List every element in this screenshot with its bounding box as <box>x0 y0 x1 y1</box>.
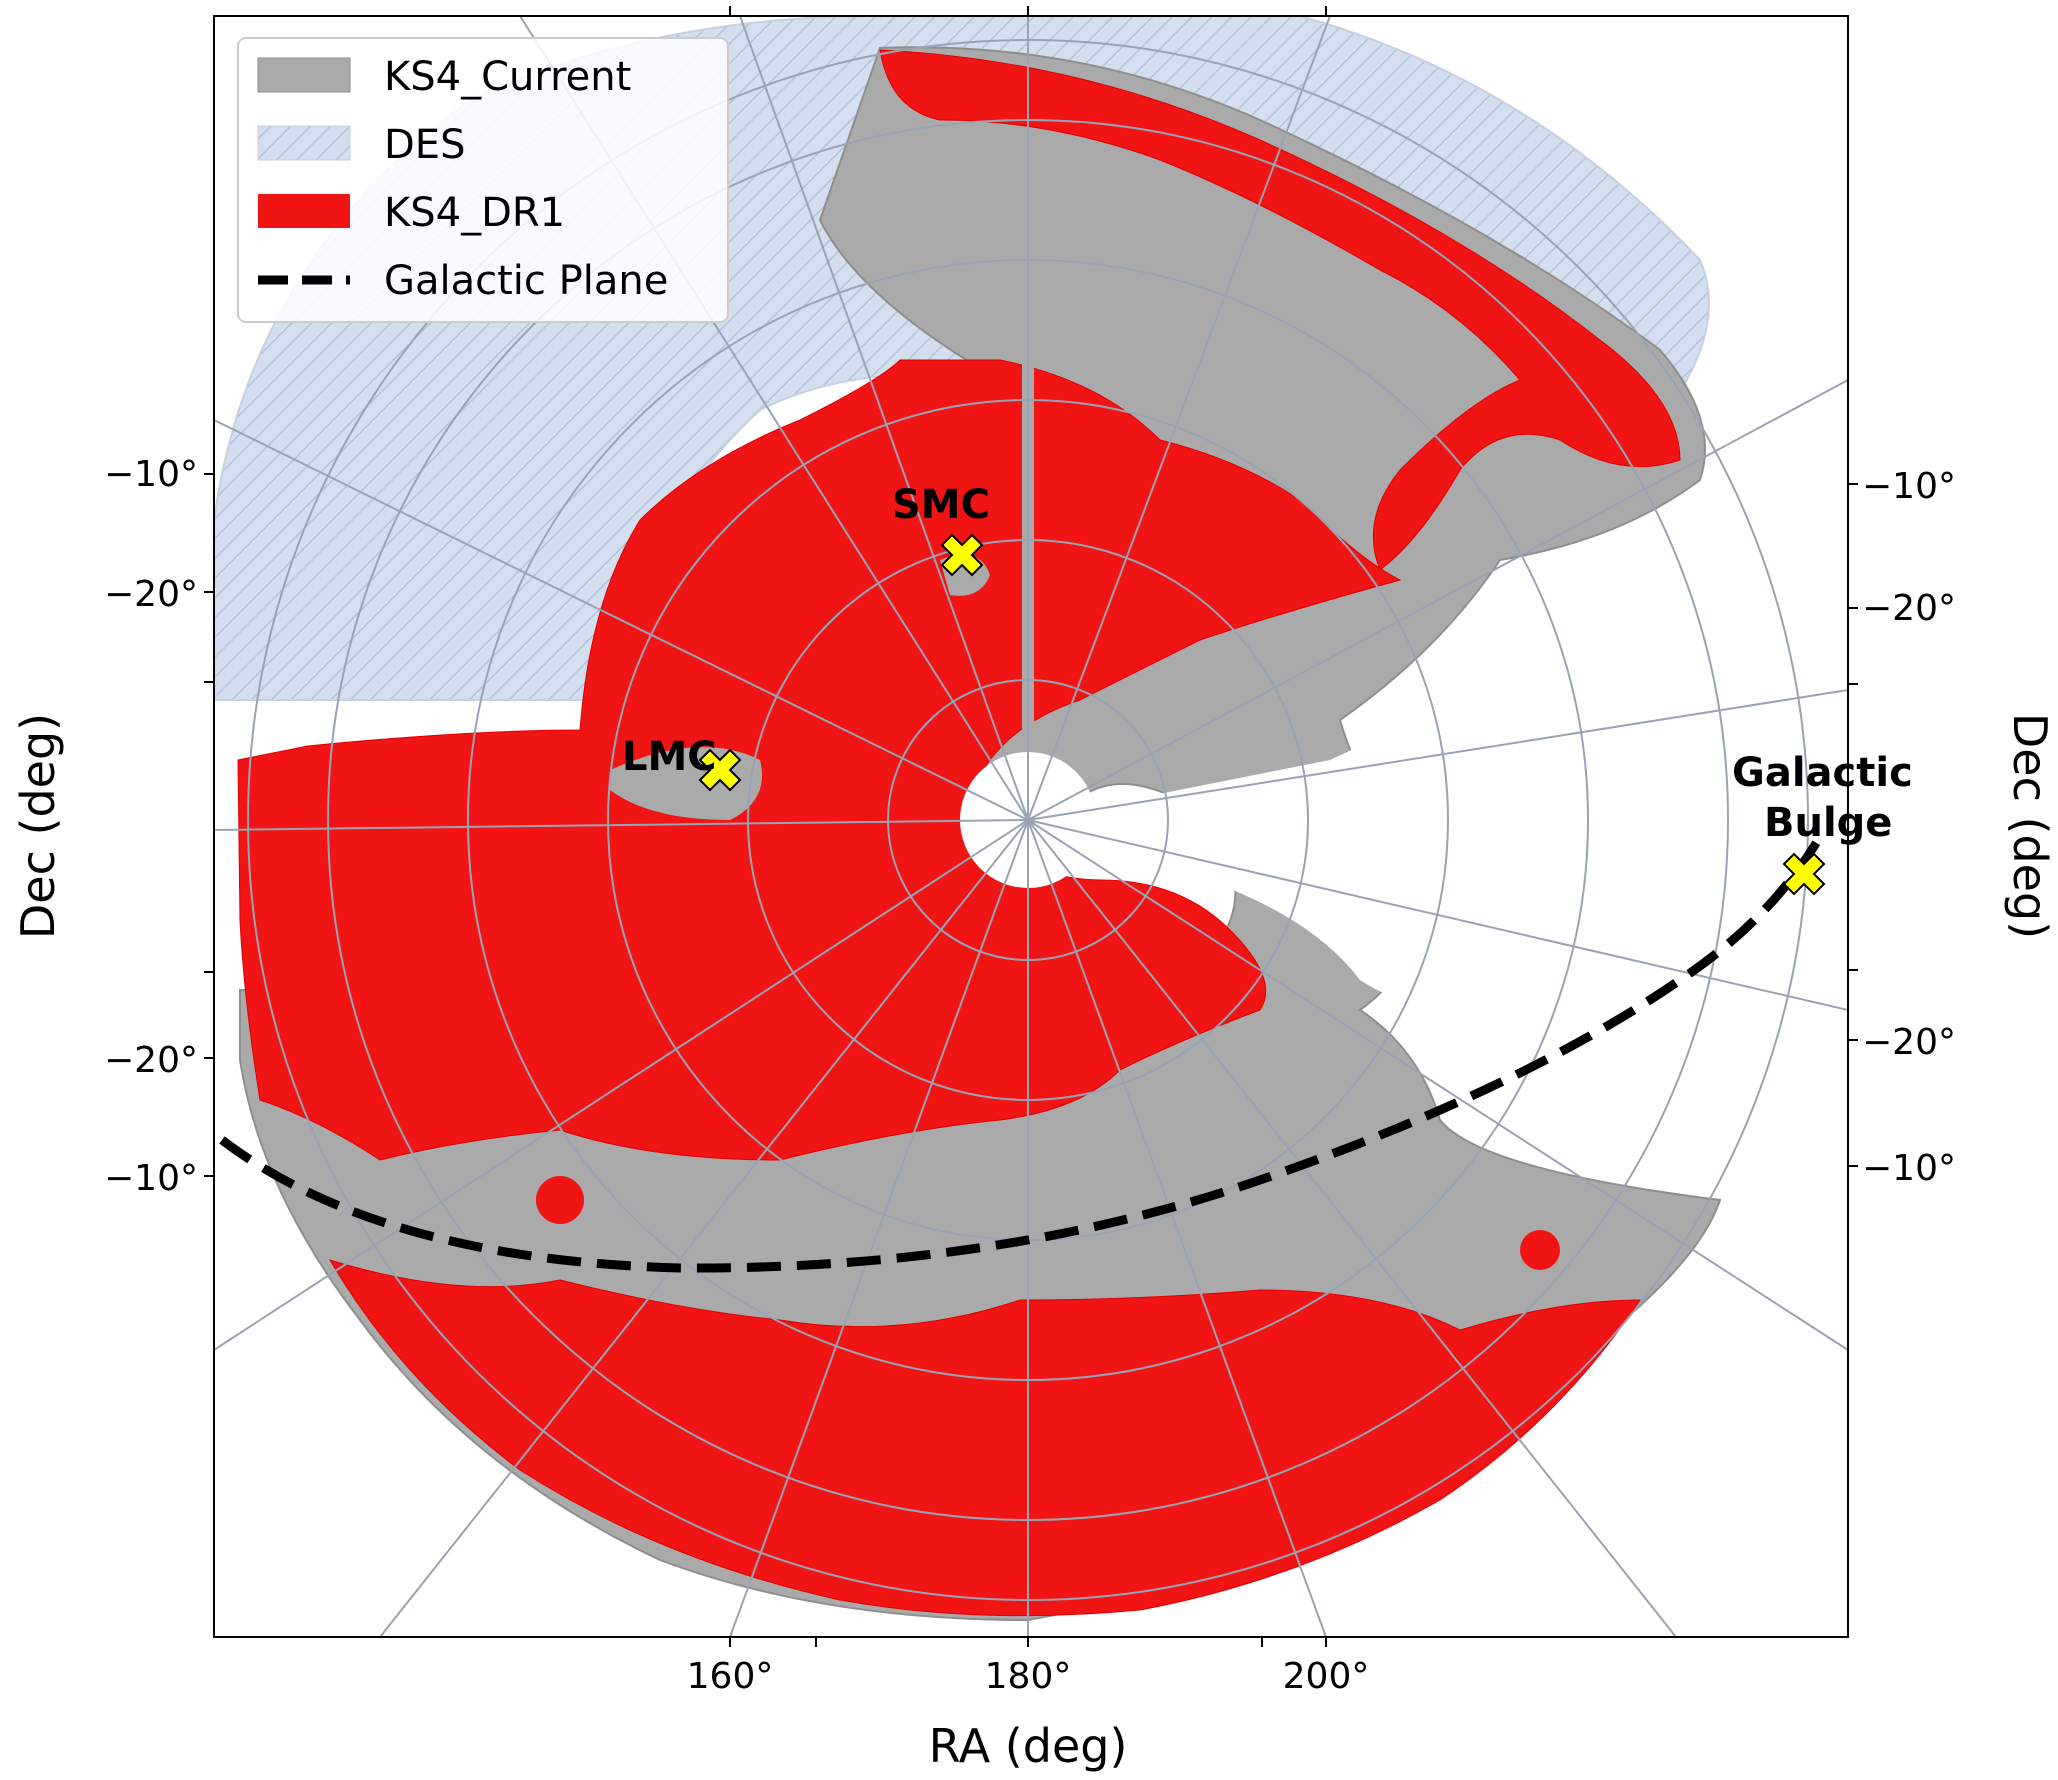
ra-line-160 <box>729 819 1029 1637</box>
legend: KS4_Current DES KS4_DR1 Galactic Plane <box>237 37 729 323</box>
tick-label-right-3: −20° <box>1862 1022 1956 1063</box>
x-axis-title: RA (deg) <box>929 1719 1128 1773</box>
ks4-dr1-north-arc <box>879 49 1681 571</box>
ra-line-280 <box>1027 819 1848 1011</box>
smc-marker-group: SMC <box>892 482 990 577</box>
ra-line-340 <box>1027 16 1331 821</box>
ks4-dr1-blob-2 <box>1520 1230 1560 1270</box>
ra-line-220 <box>1027 819 1677 1637</box>
tick-label-right-1: −10° <box>1862 466 1956 507</box>
smc-label: SMC <box>892 482 990 528</box>
ks4-dr1-south <box>328 1259 1641 1617</box>
ra-line-120 <box>214 819 1029 1351</box>
uncovered-region-east <box>1028 650 1530 1007</box>
smc-marker[interactable] <box>940 533 984 577</box>
y-axis-title-left: Dec (deg) <box>11 713 65 939</box>
galactic-bulge-marker[interactable] <box>1782 852 1826 896</box>
ra-line-260 <box>1027 689 1848 821</box>
y-axis-title-right: Dec (deg) <box>2003 713 2057 939</box>
ra-line-240 <box>1027 819 1848 1351</box>
galactic-bulge-marker-group: Galactic Bulge <box>1732 750 1913 896</box>
tick-label-left-1: −10° <box>104 454 198 495</box>
ra-line-140 <box>379 819 1029 1637</box>
tick-marks <box>204 6 1858 1647</box>
legend-label-ks4-dr1: KS4_DR1 <box>384 190 565 236</box>
lmc-marker-group: LMC <box>622 734 742 792</box>
galactic-bulge-label-line2: Bulge <box>1764 800 1892 846</box>
ra-line-100 <box>214 819 1029 831</box>
ra-line-20 <box>739 16 1029 821</box>
galactic-bulge-label-line1: Galactic <box>1732 750 1913 796</box>
tick-label-left-4: −10° <box>104 1158 198 1199</box>
ks4-dr1-blob-1 <box>536 1176 584 1224</box>
graticule <box>214 16 1848 1637</box>
ra-line-80 <box>214 419 1029 821</box>
ra-line-200 <box>1027 819 1327 1637</box>
legend-swatch-ks4-dr1 <box>258 194 350 228</box>
legend-box <box>237 37 729 323</box>
ra-line-300 <box>1027 379 1848 821</box>
tick-label-bottom-160: 160° <box>687 1656 774 1697</box>
tick-label-bottom-180: 180° <box>985 1656 1072 1697</box>
legend-label-galactic-plane: Galactic Plane <box>384 258 668 304</box>
galactic-plane-line <box>219 837 1822 1273</box>
lmc-marker[interactable] <box>698 748 742 792</box>
lmc-label: LMC <box>622 734 717 780</box>
axes-frame <box>213 15 1849 1638</box>
tick-label-bottom-200: 200° <box>1283 1656 1370 1697</box>
legend-swatch-ks4-current <box>257 57 351 93</box>
legend-label-des: DES <box>384 122 465 168</box>
legend-label-ks4-current: KS4_Current <box>384 54 631 100</box>
tick-label-right-4: −10° <box>1862 1148 1956 1189</box>
tick-label-left-3: −20° <box>104 1040 198 1081</box>
tick-label-right-2: −20° <box>1862 588 1956 629</box>
legend-swatch-des <box>257 125 351 161</box>
tick-label-left-2: −20° <box>104 574 198 615</box>
